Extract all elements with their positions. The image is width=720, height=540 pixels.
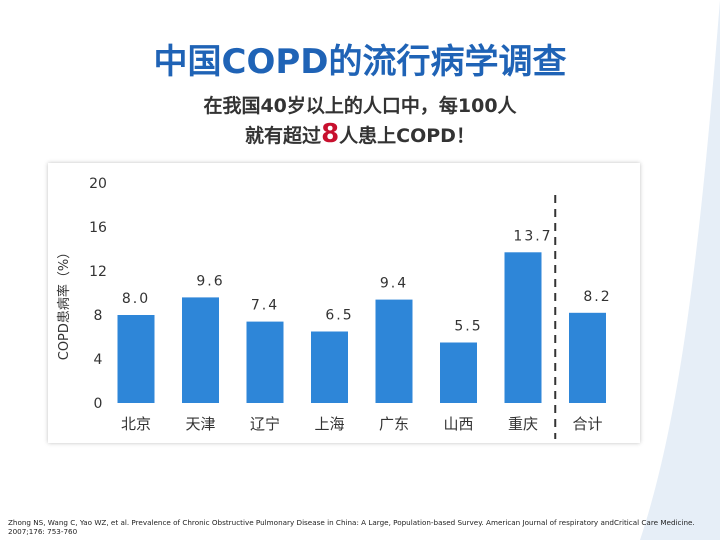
bar-5 [375, 299, 413, 403]
subtitle-line-2-pre: 就有超过 [245, 125, 322, 147]
page-title: 中国COPD的流行病学调查 [153, 42, 567, 82]
bar-3 [246, 321, 284, 403]
data-label: 6.5 [325, 308, 353, 324]
x-tick-label: 天津 [185, 415, 215, 433]
data-label: 7.4 [251, 298, 279, 314]
x-tick-label: 重庆 [508, 415, 538, 433]
bar-2 [182, 297, 219, 403]
x-tick-label: 山西 [443, 415, 473, 433]
bar-4 [311, 331, 348, 403]
x-tick-label: 上海 [314, 415, 344, 433]
reference-citation: Zhong NS, Wang C, Yao WZ, et al. Prevale… [8, 518, 695, 536]
bar-7 [504, 252, 542, 403]
x-tick-label: 北京 [121, 415, 151, 433]
bar-6 [440, 342, 477, 403]
y-tick-label: 4 [94, 352, 103, 368]
y-axis-label: COPD患病率（%） [56, 246, 72, 361]
subtitle-line-1: 在我国40岁以上的人口中，每100人 [203, 95, 517, 117]
y-tick-label: 20 [89, 176, 107, 192]
bar-chart: 0 4 8 12 16 20 COPD患病率（%） 8.0 9.6 7.4 6.5 9.4 5.5 1… [56, 176, 611, 439]
subtitle-highlight-number: 8 [321, 119, 340, 149]
bar-8 [569, 312, 606, 403]
bar-1 [117, 315, 155, 403]
y-tick-label: 16 [89, 220, 107, 236]
data-label: 9.6 [196, 273, 224, 289]
data-label: 13.7 [513, 228, 552, 244]
data-label: 8.0 [122, 291, 150, 307]
subtitle-line-2-post: 人患上COPD！ [339, 125, 475, 147]
subtitle-line-2: 就有超过8人患上COPD！ [140, 120, 580, 150]
y-tick-label: 0 [94, 396, 103, 412]
data-label: 8.2 [583, 289, 611, 305]
x-tick-label: 广东 [379, 415, 409, 433]
y-tick-label: 12 [89, 264, 107, 280]
subtitle: 在我国40岁以上的人口中，每100人 就有超过8人患上COPD！ [140, 92, 580, 150]
x-tick-label: 辽宁 [250, 415, 280, 433]
data-label: 5.5 [454, 319, 482, 335]
chart-container: 0 4 8 12 16 20 COPD患病率（%） 8.0 9.6 7.4 6.5 9.4 5.5 1… [48, 163, 640, 443]
y-tick-label: 8 [94, 308, 103, 324]
x-tick-label: 合计 [572, 415, 602, 433]
data-label: 9.4 [380, 276, 408, 292]
